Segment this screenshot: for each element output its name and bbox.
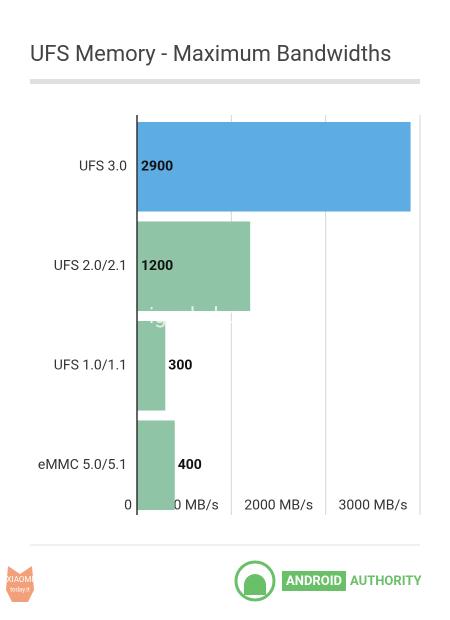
x-tick-label: 3000 MB/s [339, 498, 408, 514]
logo-text: ANDROID [286, 574, 342, 589]
value-label: 300 [168, 357, 192, 373]
y-tick-label: eMMC 5.0/5.1 [38, 457, 127, 473]
xiaomi-logo: XIAOMI today.it [6, 566, 34, 602]
logo-shape [6, 566, 34, 602]
logo-text: today.it [10, 587, 29, 594]
logo-robot [244, 574, 266, 595]
android-authority-logo: ANDROID AUTHORITY [234, 560, 422, 602]
y-tick-label: UFS 3.0 [79, 158, 127, 174]
bar [137, 320, 166, 411]
y-tick-label: UFS 2.0/2.1 [54, 258, 127, 274]
y-tick-label: UFS 1.0/1.1 [54, 357, 127, 373]
value-label: 400 [178, 457, 202, 473]
logo-badge [282, 571, 346, 591]
x-tick-label: 0 [124, 498, 132, 514]
logo-text: AUTHORITY [350, 574, 422, 589]
bar [137, 420, 175, 511]
x-tick-label: 2000 MB/s [244, 498, 313, 514]
value-label: 1200 [141, 258, 173, 274]
chart-title: UFS Memory - Maximum Bandwidths [30, 42, 392, 67]
watermark: igeekphone.com [149, 304, 311, 329]
logo-ring [234, 560, 276, 602]
bar [137, 221, 251, 312]
value-label: 2900 [141, 158, 173, 174]
title-underline [30, 79, 420, 84]
logo-text: XIAOMI [6, 575, 33, 584]
bar [137, 121, 411, 212]
